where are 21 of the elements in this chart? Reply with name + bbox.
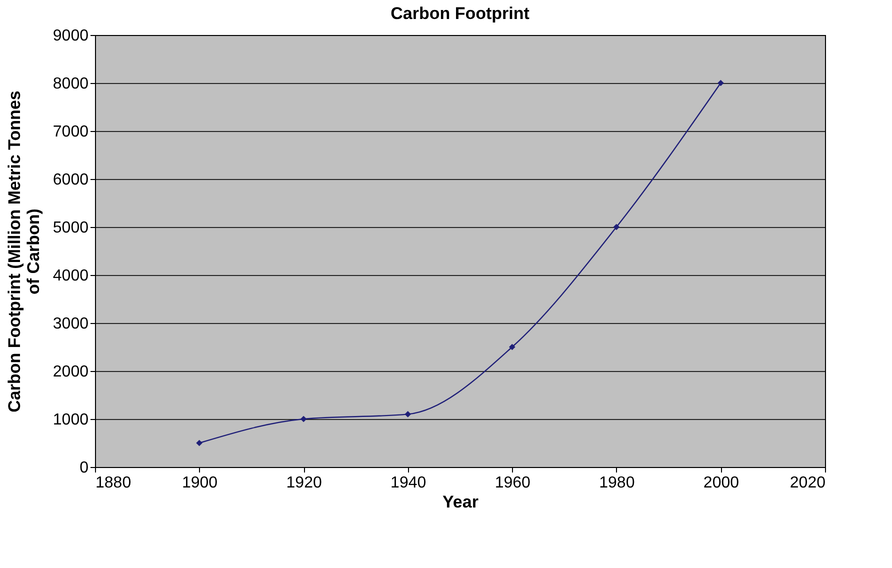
x-tick-label: 1880 [96, 474, 132, 492]
y-tick-label: 0 [80, 460, 89, 476]
y-tick-label: 3000 [52, 316, 89, 332]
y-tick-label: 5000 [52, 220, 89, 236]
y-tick-label: 8000 [52, 76, 89, 92]
y-tick-label: 2000 [52, 364, 89, 380]
y-tick-label: 9000 [52, 28, 89, 44]
x-tick-label: 2000 [703, 474, 740, 492]
x-tick-label: 1960 [494, 474, 531, 492]
y-tick-label: 1000 [52, 412, 89, 428]
y-tick-label: 7000 [52, 124, 89, 140]
y-tick-label: 6000 [52, 172, 89, 188]
x-tick-label: 1920 [286, 474, 322, 492]
x-tick-label: 1900 [182, 474, 218, 492]
x-axis-title: Year [442, 492, 479, 512]
y-axis-title: Carbon Footprint (Million Metric Tonnes of Carbon) [4, 90, 43, 412]
x-tick-label: 1980 [599, 474, 635, 492]
x-tick-label: 1940 [390, 474, 426, 492]
y-tick-label: 4000 [52, 268, 89, 284]
chart-title: Carbon Footprint [390, 4, 530, 23]
x-tick-label: 2020 [790, 474, 826, 492]
